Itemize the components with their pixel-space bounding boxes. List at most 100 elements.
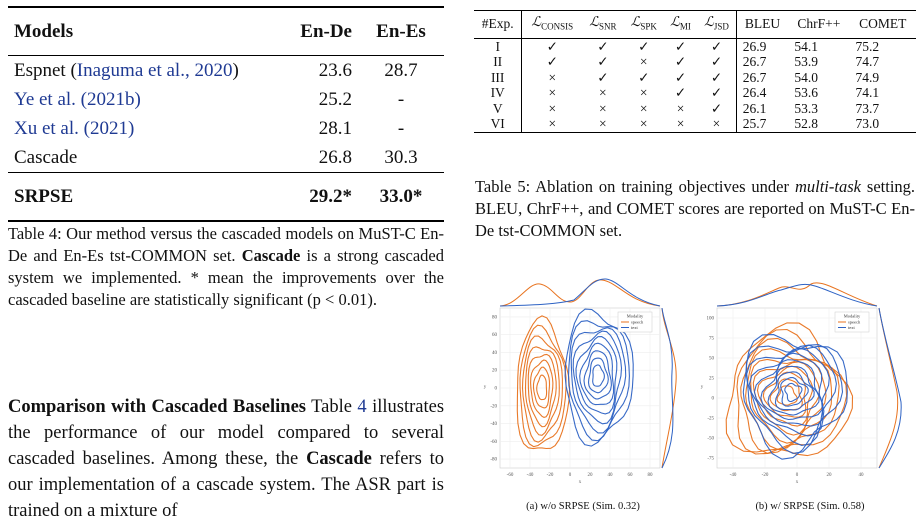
text-contour [748,347,830,437]
legend-speech-label: speech [631,320,644,325]
text-contour [742,334,848,460]
bleu-value: 26.7 [735,69,789,86]
legend-title: Modality [844,314,861,319]
en-es-value: 30.3 [384,147,418,168]
loss-mark: ✓ [521,38,583,55]
y-axis-label: y [484,385,487,390]
loss-mark: ✓ [597,69,609,85]
citation-link[interactable]: Ye et al. (2021b) [14,89,141,110]
chrf-value: 53.9 [794,54,818,70]
body-paragraph: Comparison with Cascaded Baselines Table… [8,394,444,524]
bleu-value: 25.7 [735,116,789,133]
speech-contour [524,346,560,436]
x-tick-label: 0 [569,473,572,478]
paragraph-text: illustrates the performance of our model… [8,397,445,469]
table-row: Espnet (Inaguma et al., 2020) 23.6 28.7 [8,56,444,86]
kde-plot-with-srpse: -40 -20 0 20 40 100 75 50 25 0 -25 -50 -75 x y Modality… [701,282,902,485]
exp-label: VI [474,116,522,133]
x-tick-label: -40 [527,473,534,478]
speech-marginal-right [661,307,677,469]
figure-caption-b: (b) w/ SRPSE (Sim. 0.58) [755,501,865,512]
loss-mark: ✓ [597,38,609,54]
loss-mark: ✓ [638,38,650,54]
loss-mark: × [521,100,583,117]
y-tick-label: 50 [709,357,715,362]
speech-contour [527,353,557,428]
en-de-value: 28.1 [318,118,352,139]
y-tick-label: -25 [707,417,714,422]
table-row: Cascade 26.8 30.3 [8,143,444,173]
loss-mark: ✓ [674,38,687,54]
loss-mark: ✓ [710,54,723,70]
table-row: III × ✓ ✓ ✓ ✓ 26.7 54.0 74.9 [474,69,916,86]
text-contour [579,342,615,406]
text-marginal-top [716,283,878,307]
loss-mark: ✓ [710,100,723,116]
loss-mark: ✓ [674,69,687,85]
y-tick-label: 40 [492,351,498,356]
chrf-value: 52.8 [788,116,850,133]
col-header-loss: ℒSPK [623,10,664,39]
y-tick-label: -40 [490,422,497,427]
col-header-loss: ℒCONSIS [521,10,583,39]
speech-contour [536,374,548,401]
speech-marginal-top [499,279,661,307]
y-tick-label: 0 [495,387,498,392]
col-header-loss: ℒMI [663,10,698,39]
en-es-value: - [397,89,405,110]
table-row: V × × × × ✓ 26.1 53.3 73.7 [474,100,916,117]
x-tick-label: 60 [628,473,634,478]
speech-contour [776,385,798,406]
loss-mark: ✓ [710,38,723,54]
x-tick-label: -60 [507,473,514,478]
chrf-value: 54.1 [794,38,818,54]
bleu-value: 26.9 [735,38,789,55]
en-de-value: 29.2* [254,172,358,222]
y-tick-label: -75 [707,457,714,462]
col-header-chrf: ChrF++ [788,10,850,39]
comet-value: 73.0 [849,116,916,133]
en-es-value: - [397,118,405,139]
text-contour [767,365,820,416]
speech-contour [530,359,554,418]
x-tick-label: 0 [796,473,799,478]
col-header-bleu: BLEU [735,10,789,39]
chrf-value: 53.6 [794,85,818,101]
table-row: II ✓ ✓ × ✓ ✓ 26.7 53.9 74.7 [474,54,916,70]
table-4: Models En-De En-Es Espnet (Inaguma et al… [8,6,444,222]
speech-contour [519,324,567,448]
x-tick-label: 80 [648,473,654,478]
y-tick-label: 80 [492,315,498,320]
loss-mark: × [521,116,583,133]
caption-text: setting. BLEU, ChrF++, and COMET scores … [475,177,916,240]
en-de-value: 26.8 [318,147,352,168]
loss-mark: × [639,100,648,116]
x-axis-label: x [796,480,799,485]
en-de-value: 23.6 [318,60,352,81]
model-name: Cascade [14,147,78,168]
chrf-value: 53.3 [794,100,818,116]
comet-value: 74.1 [855,85,880,101]
col-header-loss: ℒSNR [582,10,624,39]
citation-link[interactable]: Inaguma et al., 2020 [76,60,233,81]
speech-contour [532,366,551,409]
en-es-value: 28.7 [384,60,418,81]
y-tick-label: -80 [490,458,497,463]
figure-caption-a: (a) w/o SRPSE (Sim. 0.32) [526,501,640,512]
y-tick-label: 60 [492,333,498,338]
loss-mark: × [521,69,583,86]
table-ref-link[interactable]: 4 [357,397,367,417]
comet-value: 74.9 [855,69,880,85]
speech-contour [725,322,854,457]
citation-link[interactable]: Xu et al. (2021) [14,118,135,139]
text-contour [780,377,809,407]
en-de-value: 25.2 [318,89,352,110]
speech-marginal-top [716,282,878,307]
bleu-value: 26.1 [735,100,789,117]
text-contour [592,364,605,387]
text-marginal-right [661,307,674,469]
table-row: Ye et al. (2021b) 25.2 - [8,85,444,114]
y-tick-label: 25 [709,377,715,382]
paragraph-text: Table [311,397,352,417]
table-row: IV × × × ✓ ✓ 26.4 53.6 74.1 [474,85,916,101]
